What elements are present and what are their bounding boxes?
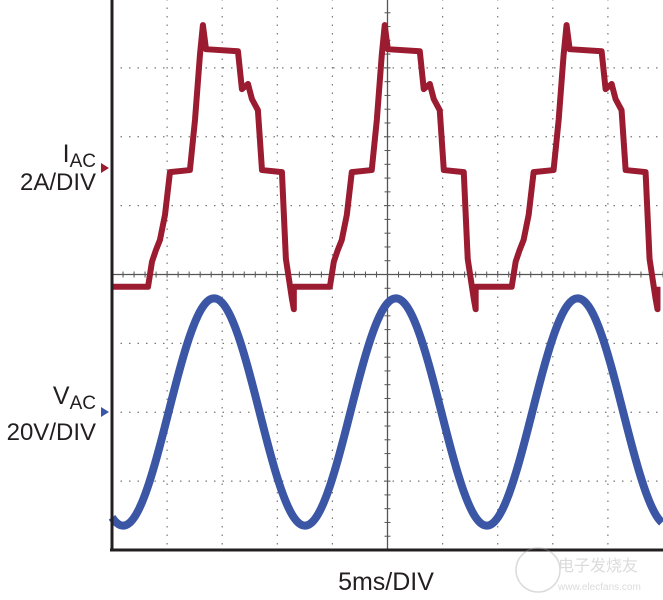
iac-marker-icon [101, 163, 109, 173]
vac-label: VAC [53, 382, 96, 414]
iac-label: IAC [63, 140, 96, 172]
vac-scale-label: 20V/DIV [7, 419, 96, 446]
grid [111, 0, 663, 551]
x-scale-label: 5ms/DIV [338, 568, 434, 596]
watermark-url: www.elecfans.com [557, 582, 641, 593]
watermark-logo-text: 电子发烧友 [558, 556, 638, 575]
iac-trace [112, 22, 661, 313]
iac-scale-label: 2A/DIV [20, 169, 96, 196]
vac-trace [108, 294, 663, 530]
watermark: 电子发烧友 www.elecfans.com [515, 547, 641, 593]
vac-marker-icon [101, 407, 109, 417]
traces [108, 22, 663, 530]
watermark-logo-icon [515, 547, 561, 593]
